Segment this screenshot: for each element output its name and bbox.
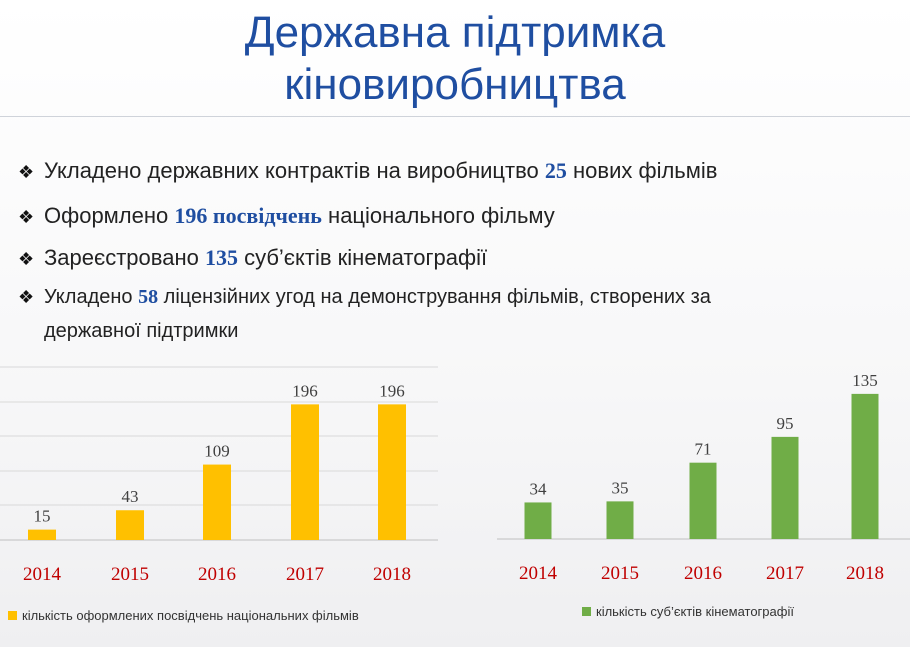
bullet-number: 58 xyxy=(138,286,159,308)
bullet-text: нових фільмів xyxy=(566,158,718,183)
diamond-bullet-icon: ❖ xyxy=(18,207,35,227)
bar-2018 xyxy=(851,393,879,539)
bullet-licenses-continued: державної підтримки xyxy=(44,320,239,342)
legend-certificates: кількість оформлених посвідчень націонал… xyxy=(8,608,359,623)
x-tick-label: 2015 xyxy=(601,563,639,584)
legend-swatch xyxy=(8,611,17,620)
bar-2015 xyxy=(606,501,634,539)
bullet-licenses: ❖ Укладено 58 ліцензійних угод на демонст… xyxy=(18,286,711,309)
x-tick-label: 2017 xyxy=(766,563,804,584)
bar-2016 xyxy=(689,462,717,539)
bullet-number: 196 посвідчень xyxy=(174,203,322,228)
data-label: 135 xyxy=(852,371,878,390)
data-label: 196 xyxy=(292,381,318,400)
legend-swatch xyxy=(582,607,591,616)
bar-2014 xyxy=(28,529,56,540)
bullet-contracts: ❖ Укладено державних контрактів на виробн… xyxy=(18,158,717,184)
data-label: 15 xyxy=(34,507,51,526)
chart-1: 34 2014 35 2015 71 2016 95 2017 135 2018 xyxy=(497,371,910,584)
bar-2016 xyxy=(203,464,231,540)
bullet-text: Оформлено xyxy=(44,203,175,228)
bullet-subjects: ❖ Зареєстровано 135 суб’єктів кінематогра… xyxy=(18,245,487,271)
data-label: 43 xyxy=(122,487,139,506)
legend-label: кількість суб’єктів кінематографії xyxy=(596,604,794,619)
bar-2017 xyxy=(771,436,799,539)
bullet-text: суб’єктів кінематографії xyxy=(237,245,488,270)
diamond-bullet-icon: ❖ xyxy=(18,249,35,269)
data-label: 71 xyxy=(695,440,712,459)
chart-0: 15 2014 43 2015 109 2016 196 2017 196 2018 xyxy=(0,366,438,585)
legend-subjects: кількість суб’єктів кінематографії xyxy=(582,604,794,619)
bullet-text: національного фільму xyxy=(321,203,555,228)
x-tick-label: 2018 xyxy=(846,563,884,584)
x-tick-label: 2015 xyxy=(111,564,149,585)
data-label: 95 xyxy=(777,414,794,433)
x-tick-label: 2017 xyxy=(286,564,324,585)
data-label: 35 xyxy=(612,478,629,497)
diamond-bullet-icon: ❖ xyxy=(18,162,35,182)
bullet-certificates: ❖ Оформлено 196 посвідчень національного … xyxy=(18,203,555,229)
bullet-number: 25 xyxy=(544,158,567,183)
bar-2015 xyxy=(116,510,144,540)
data-label: 196 xyxy=(379,381,405,400)
bullet-text: ліцензійних угод на демонстрування фільм… xyxy=(158,286,711,308)
diamond-bullet-icon: ❖ xyxy=(18,287,35,307)
page-title-line2: кіновиробництва xyxy=(284,60,626,109)
data-label: 109 xyxy=(204,442,230,461)
bullet-text: Укладено державних контрактів на виробни… xyxy=(44,158,545,183)
title-divider xyxy=(0,116,910,117)
bar-2014 xyxy=(524,502,552,539)
legend-label: кількість оформлених посвідчень націонал… xyxy=(22,608,359,623)
bullet-text: Укладено xyxy=(44,286,139,308)
x-tick-label: 2016 xyxy=(684,563,722,584)
bar-2018 xyxy=(378,404,406,540)
page-title-line1: Державна підтримка xyxy=(244,8,666,57)
x-tick-label: 2014 xyxy=(519,563,558,584)
data-label: 34 xyxy=(530,479,548,498)
bullet-text: Зареєстровано xyxy=(44,245,205,270)
bar-2017 xyxy=(291,404,319,540)
x-tick-label: 2016 xyxy=(198,564,236,585)
x-tick-label: 2018 xyxy=(373,564,411,585)
x-tick-label: 2014 xyxy=(23,564,62,585)
bullet-number: 135 xyxy=(204,245,238,270)
